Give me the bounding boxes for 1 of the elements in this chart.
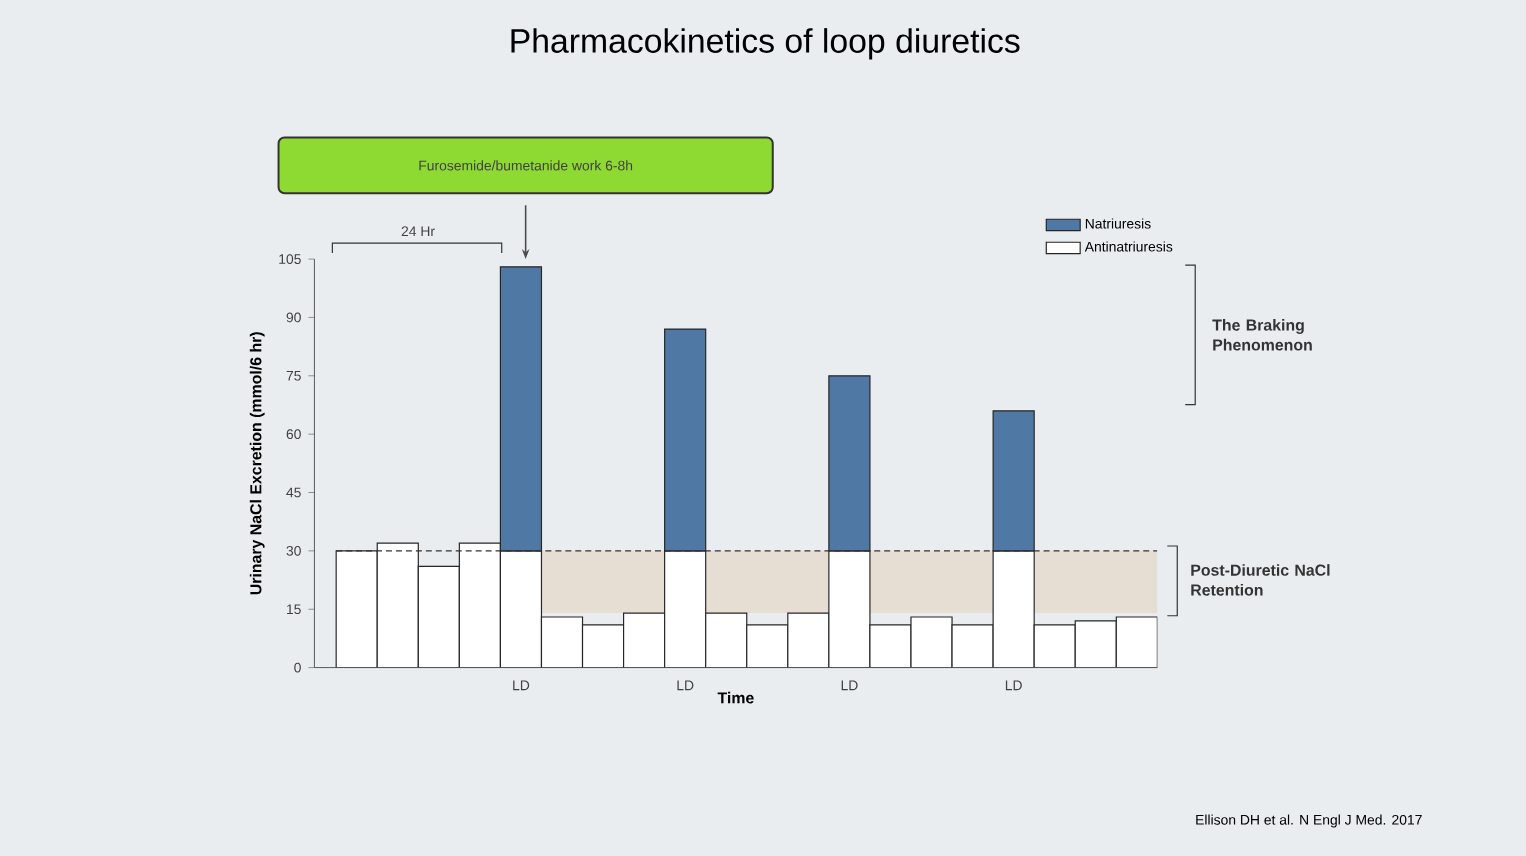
chart-title: Pharmacokinetics of loop diuretics: [511, 27, 1020, 60]
